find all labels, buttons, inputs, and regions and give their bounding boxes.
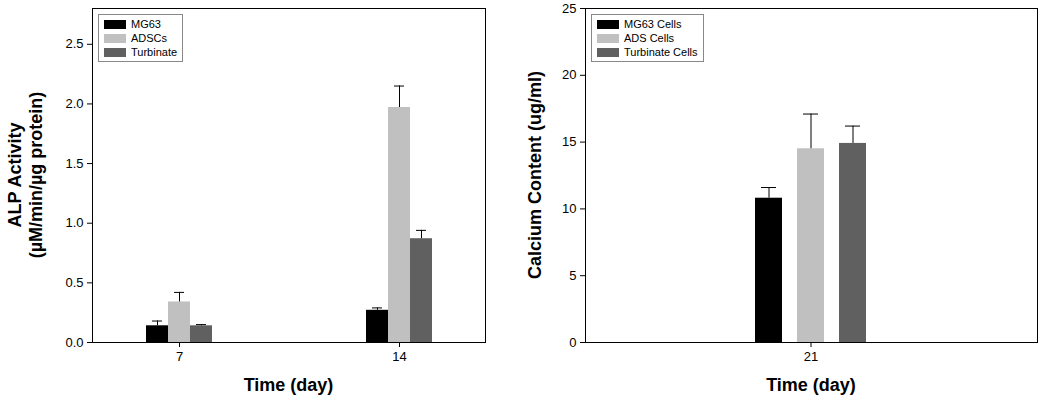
svg-text:0.5: 0.5 [65, 275, 83, 290]
svg-text:7: 7 [176, 349, 183, 364]
html-text:Turbinate Cells: Turbinate Cells [624, 46, 698, 58]
svg-text:20: 20 [562, 67, 576, 82]
svg-text:15: 15 [562, 134, 576, 149]
svg-text:(µM/min/µg protein): (µM/min/µg protein) [26, 92, 46, 259]
svg-text:Time (day): Time (day) [766, 375, 856, 395]
svg-text:21: 21 [804, 349, 818, 364]
svg-text:14: 14 [392, 349, 406, 364]
svg-text:2.5: 2.5 [65, 36, 83, 51]
svg-text:0: 0 [569, 335, 576, 350]
svg-text:1.0: 1.0 [65, 215, 83, 230]
svg-text:1.5: 1.5 [65, 156, 83, 171]
svg-text:25: 25 [562, 1, 576, 16]
svg-text:Calcium Content (ug/ml): Calcium Content (ug/ml) [525, 71, 545, 279]
html-text:MG63: MG63 [131, 18, 161, 30]
svg-text:10: 10 [562, 201, 576, 216]
svg-text:ALP Activity: ALP Activity [5, 122, 25, 227]
svg-text:Time (day): Time (day) [244, 375, 334, 395]
svg-text:0.0: 0.0 [65, 335, 83, 350]
html-text:MG63 Cells: MG63 Cells [624, 18, 682, 30]
svg-text:5: 5 [569, 268, 576, 283]
svg-text:2.0: 2.0 [65, 96, 83, 111]
html-text:ADS Cells: ADS Cells [624, 32, 675, 44]
html-text:Turbinate: Turbinate [131, 46, 178, 58]
html-text:ADSCs: ADSCs [131, 32, 168, 44]
